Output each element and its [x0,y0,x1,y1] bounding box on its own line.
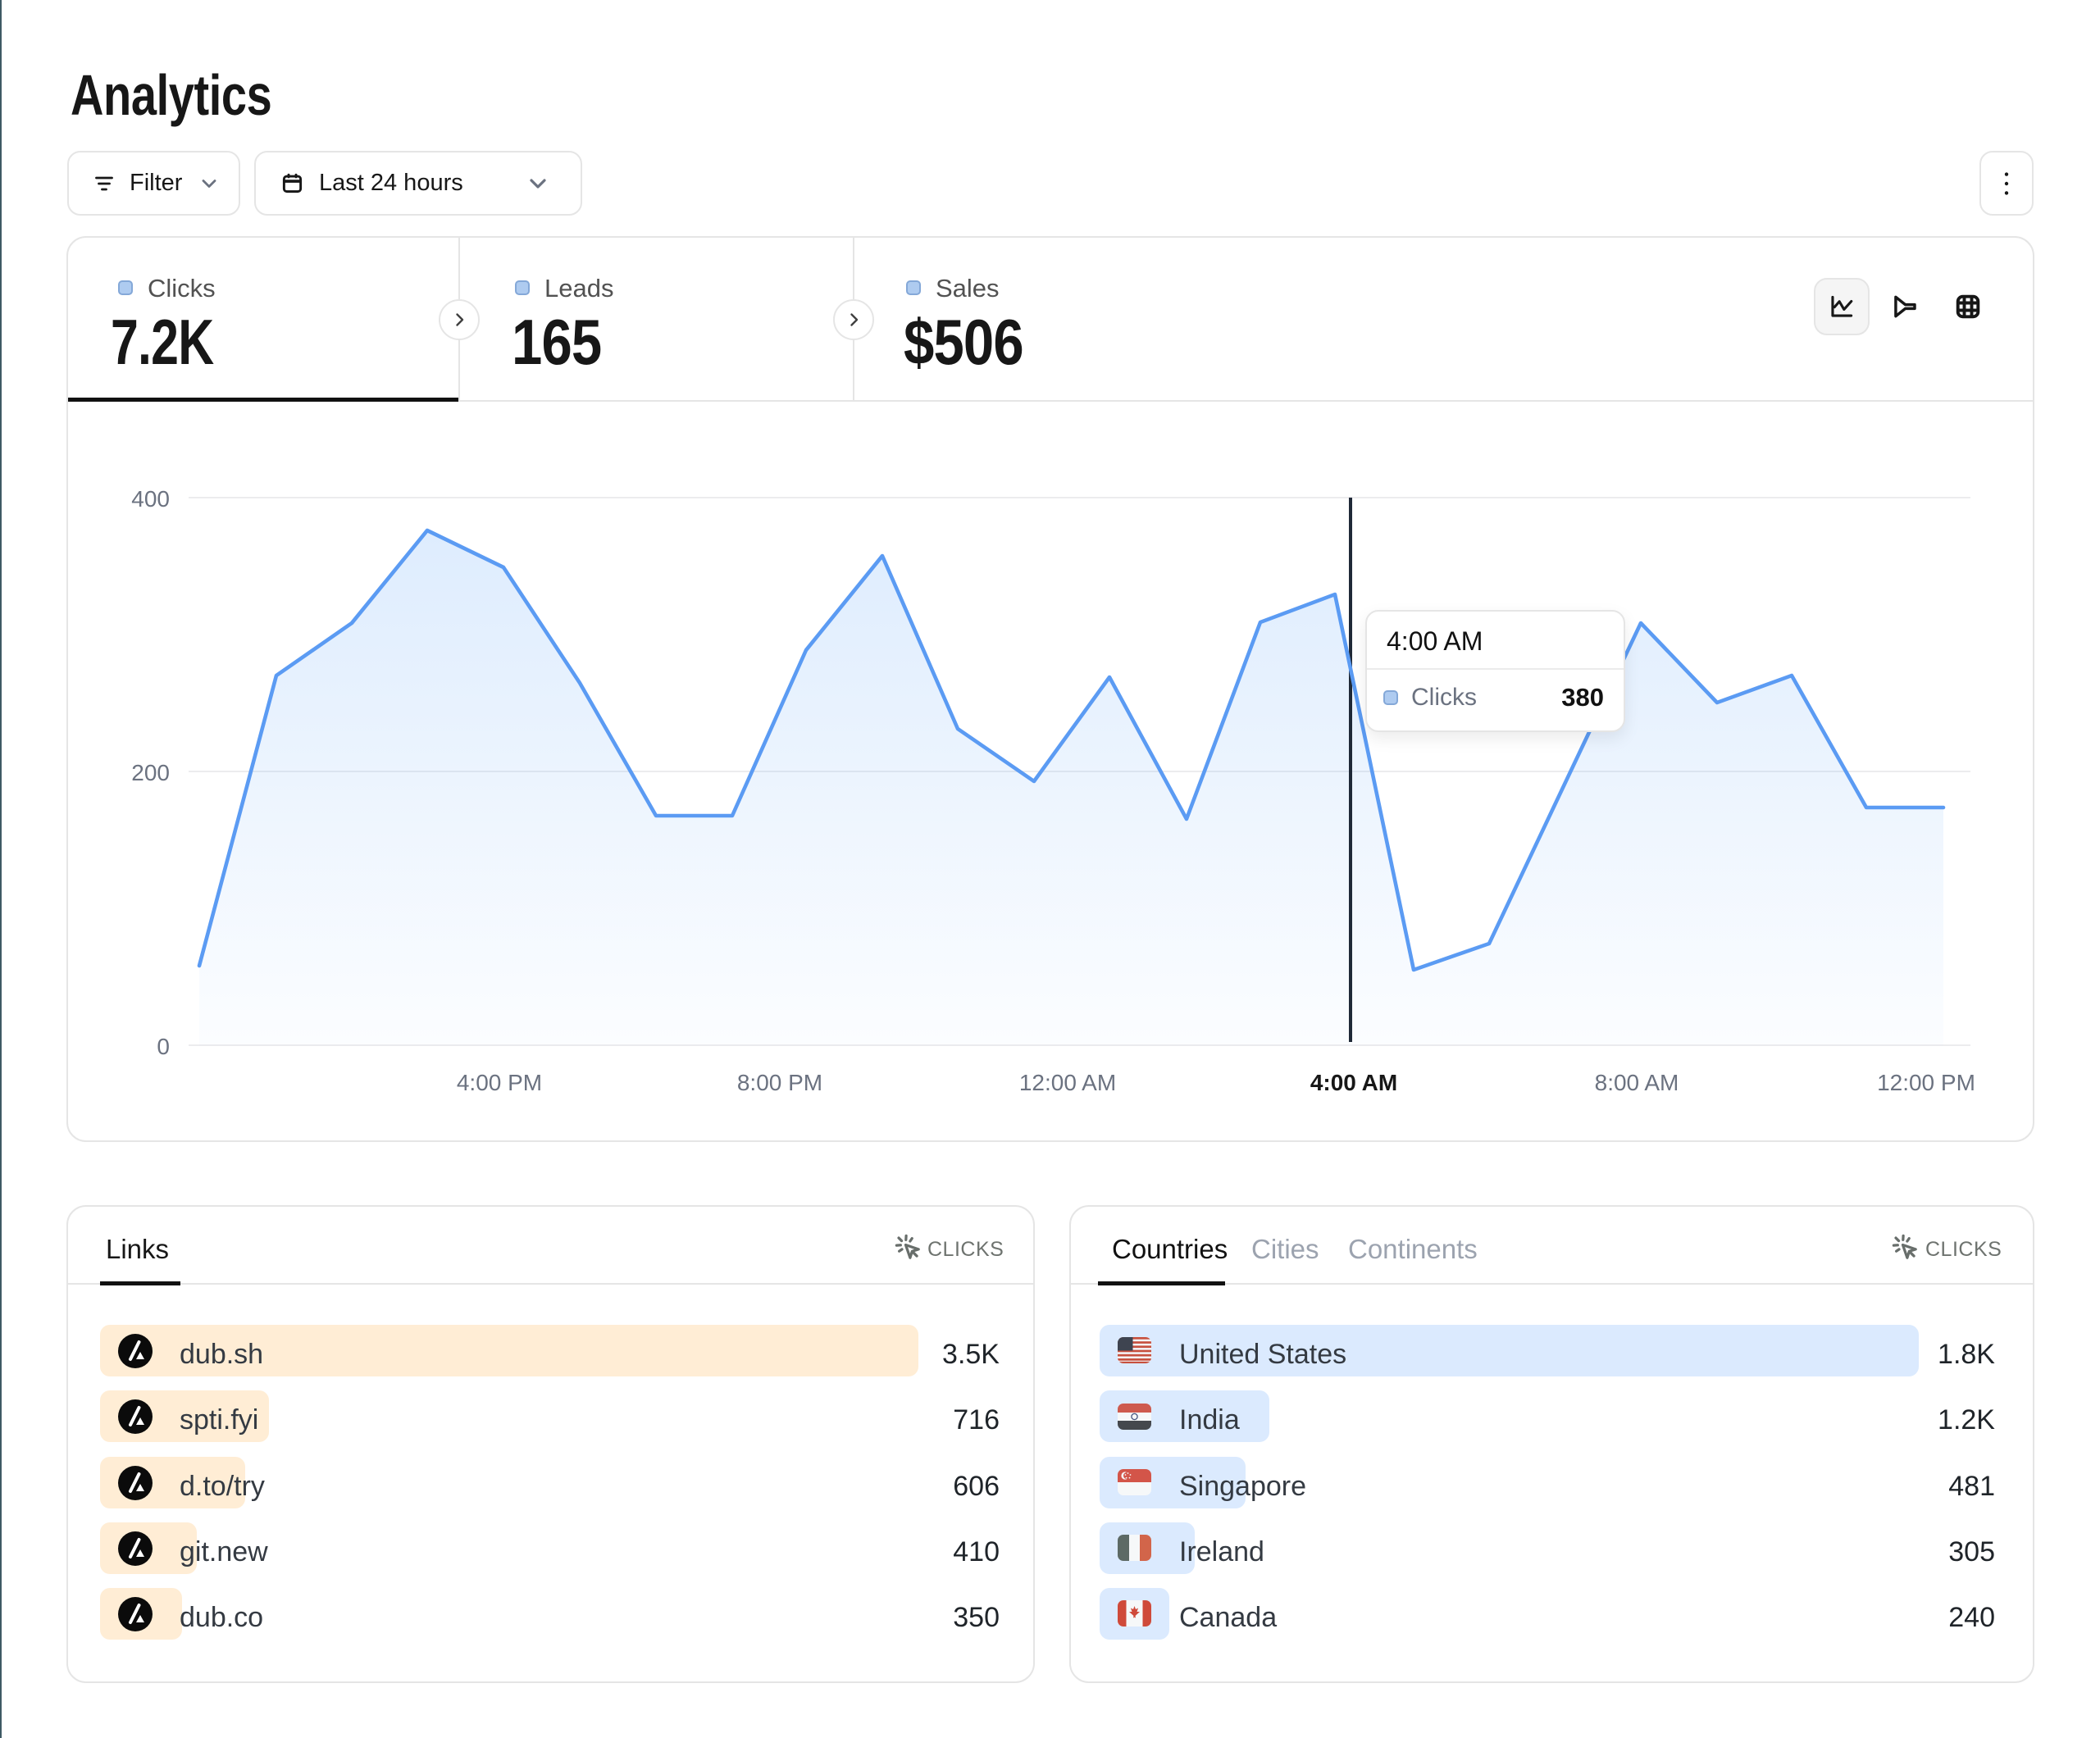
svg-text:8:00 PM: 8:00 PM [737,1070,822,1095]
svg-text:400: 400 [131,486,170,512]
svg-text:4:00 PM: 4:00 PM [457,1070,542,1095]
svg-text:12:00 AM: 12:00 AM [1019,1070,1116,1095]
svg-text:8:00 AM: 8:00 AM [1595,1070,1679,1095]
svg-text:0: 0 [157,1034,170,1059]
svg-text:12:00 PM: 12:00 PM [1877,1070,1975,1095]
svg-text:4:00 AM: 4:00 AM [1310,1070,1397,1095]
svg-text:200: 200 [131,760,170,785]
